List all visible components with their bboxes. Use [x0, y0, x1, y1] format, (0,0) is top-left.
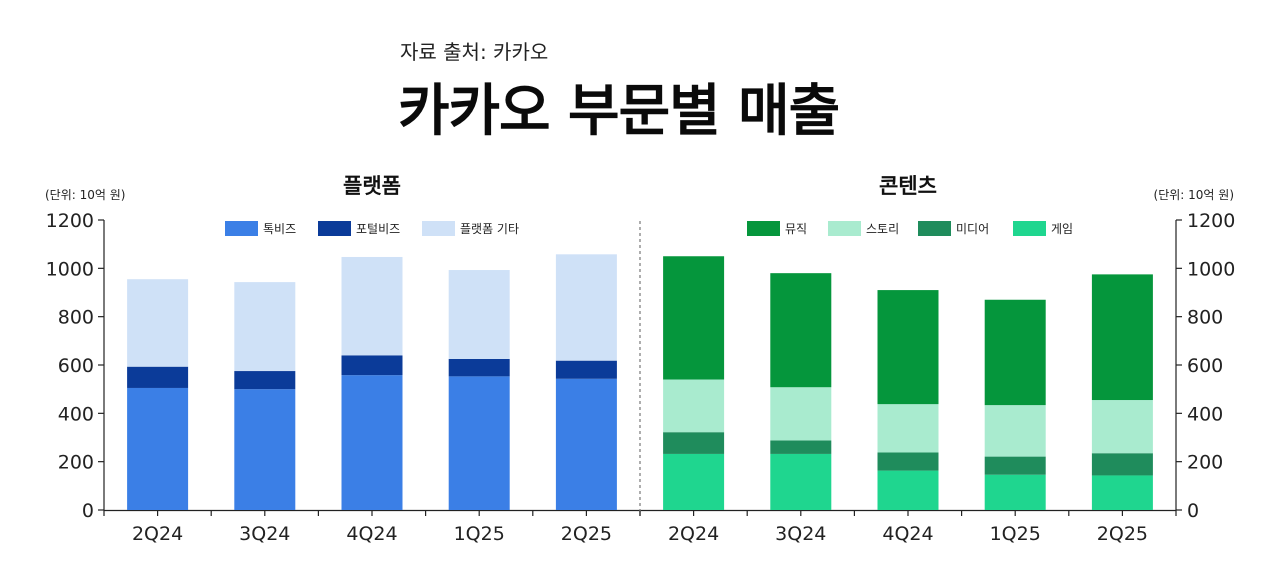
- bar-segment: [555, 378, 617, 510]
- y-tick-label: 1000: [1187, 258, 1235, 280]
- bar-segment: [663, 432, 725, 454]
- legend-label: 뮤직: [785, 222, 807, 236]
- bar-segment: [448, 270, 510, 359]
- legend-swatch: [1013, 221, 1046, 236]
- x-tick-label: 2Q24: [132, 523, 183, 545]
- unit-label: (단위: 10억 원): [1154, 188, 1234, 202]
- bar-segment: [770, 453, 832, 510]
- legend-swatch: [318, 221, 351, 236]
- y-tick-label: 1200: [46, 210, 94, 232]
- bar-segment: [448, 358, 510, 377]
- x-tick-label: 3Q24: [775, 523, 826, 545]
- y-tick-label: 400: [58, 403, 94, 425]
- panel-title: 콘텐츠: [879, 174, 937, 198]
- y-tick-label: 400: [1187, 403, 1223, 425]
- bar-segment: [770, 387, 832, 441]
- bar-segment: [234, 389, 296, 510]
- bar-segment: [984, 299, 1046, 406]
- y-tick-label: 800: [1187, 307, 1223, 329]
- y-tick-label: 600: [1187, 355, 1223, 377]
- bar-segment: [984, 456, 1046, 475]
- legend-swatch: [828, 221, 861, 236]
- bar-segment: [877, 470, 939, 510]
- legend-label: 게임: [1051, 222, 1073, 236]
- bar-segment: [127, 366, 189, 388]
- x-tick-label: 1Q25: [990, 523, 1041, 545]
- bar-segment: [448, 376, 510, 510]
- bar-segment: [234, 371, 296, 390]
- bar-segment: [341, 355, 403, 376]
- y-tick-label: 0: [1187, 500, 1199, 522]
- bar-segment: [341, 375, 403, 510]
- legend-swatch: [918, 221, 951, 236]
- bar-segment: [127, 387, 189, 510]
- bar-segment: [663, 256, 725, 380]
- platform-chart: 플랫폼 (단위: 10억 원) 0 200 400 600 800 1000 1200 2Q24 3…: [45, 174, 641, 545]
- legend-label: 포털비즈: [356, 222, 400, 236]
- bar-segment: [1091, 475, 1153, 510]
- bar-segment: [663, 379, 725, 433]
- bar-segment: [555, 360, 617, 379]
- y-tick-label: 600: [58, 355, 94, 377]
- legend-label: 플랫폼 기타: [460, 222, 519, 236]
- main-title: 카카오 부문별 매출: [398, 79, 840, 144]
- bar-segment: [127, 279, 189, 367]
- bar-segment: [1091, 274, 1153, 401]
- x-tick-label: 3Q24: [239, 523, 290, 545]
- legend-label: 미디어: [956, 222, 989, 236]
- legend-label: 톡비즈: [263, 222, 296, 236]
- y-tick-label: 200: [1187, 452, 1223, 474]
- legend-swatch: [225, 221, 258, 236]
- bar-segment: [1091, 400, 1153, 454]
- bar-segment: [770, 273, 832, 388]
- bar-segment: [663, 453, 725, 510]
- x-tick-label: 4Q24: [882, 523, 933, 545]
- y-tick-label: 800: [58, 307, 94, 329]
- y-tick-label: 1000: [46, 258, 94, 280]
- x-tick-label: 1Q25: [454, 523, 505, 545]
- unit-label: (단위: 10억 원): [45, 188, 125, 202]
- y-tick-label: 0: [82, 500, 94, 522]
- bar-segment: [1091, 453, 1153, 476]
- legend-swatch: [422, 221, 455, 236]
- legend-label: 스토리: [866, 222, 899, 236]
- panel-title: 플랫폼: [343, 174, 401, 198]
- bar-segment: [341, 256, 403, 356]
- legend-swatch: [747, 221, 780, 236]
- content-chart: 콘텐츠 (단위: 10억 원) 0 200 400 600 800 1000 1200 2Q24 3…: [639, 174, 1235, 545]
- y-tick-label: 1200: [1187, 210, 1235, 232]
- bar-segment: [984, 405, 1046, 457]
- x-tick-label: 2Q24: [668, 523, 719, 545]
- source-note: 자료 출처: 카카오: [400, 40, 549, 64]
- x-tick-label: 2Q25: [561, 523, 612, 545]
- bar-segment: [984, 474, 1046, 510]
- y-tick-label: 200: [58, 452, 94, 474]
- bar-segment: [877, 290, 939, 405]
- x-tick-label: 2Q25: [1097, 523, 1148, 545]
- bar-segment: [234, 282, 296, 372]
- bar-segment: [555, 254, 617, 361]
- bar-segment: [877, 404, 939, 453]
- x-tick-label: 4Q24: [346, 523, 397, 545]
- bar-segment: [770, 440, 832, 454]
- bar-segment: [877, 452, 939, 471]
